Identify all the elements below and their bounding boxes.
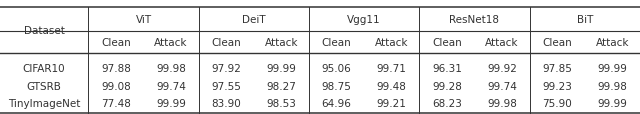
Text: 99.98: 99.98 [156, 63, 186, 73]
Text: 99.08: 99.08 [101, 81, 131, 91]
Text: Attack: Attack [154, 38, 188, 48]
Text: 97.85: 97.85 [542, 63, 572, 73]
Text: Clean: Clean [432, 38, 462, 48]
Text: 99.28: 99.28 [432, 81, 462, 91]
Text: 99.23: 99.23 [542, 81, 572, 91]
Text: 95.06: 95.06 [322, 63, 351, 73]
Text: Clean: Clean [101, 38, 131, 48]
Text: 99.21: 99.21 [377, 98, 406, 108]
Text: Clean: Clean [322, 38, 351, 48]
Text: 99.99: 99.99 [266, 63, 296, 73]
Text: 99.98: 99.98 [487, 98, 517, 108]
Text: Attack: Attack [485, 38, 519, 48]
Text: Attack: Attack [596, 38, 629, 48]
Text: TinyImageNet: TinyImageNet [8, 98, 81, 108]
Text: 96.31: 96.31 [432, 63, 462, 73]
Text: 99.74: 99.74 [487, 81, 517, 91]
Text: Dataset: Dataset [24, 26, 65, 36]
Text: 98.27: 98.27 [266, 81, 296, 91]
Text: 98.53: 98.53 [266, 98, 296, 108]
Text: DeiT: DeiT [242, 15, 266, 25]
Text: 99.98: 99.98 [598, 81, 627, 91]
Text: 99.99: 99.99 [598, 98, 627, 108]
Text: 83.90: 83.90 [211, 98, 241, 108]
Text: Attack: Attack [375, 38, 408, 48]
Text: 99.99: 99.99 [598, 63, 627, 73]
Text: 99.71: 99.71 [377, 63, 406, 73]
Text: 97.55: 97.55 [211, 81, 241, 91]
Text: 98.75: 98.75 [322, 81, 351, 91]
Text: 64.96: 64.96 [322, 98, 351, 108]
Text: Vgg11: Vgg11 [348, 15, 381, 25]
Text: 75.90: 75.90 [542, 98, 572, 108]
Text: ViT: ViT [136, 15, 152, 25]
Text: GTSRB: GTSRB [27, 81, 61, 91]
Text: 77.48: 77.48 [101, 98, 131, 108]
Text: 68.23: 68.23 [432, 98, 462, 108]
Text: ResNet18: ResNet18 [449, 15, 499, 25]
Text: 97.92: 97.92 [211, 63, 241, 73]
Text: Clean: Clean [542, 38, 572, 48]
Text: 99.74: 99.74 [156, 81, 186, 91]
Text: 99.92: 99.92 [487, 63, 517, 73]
Text: CIFAR10: CIFAR10 [23, 63, 65, 73]
Text: Attack: Attack [265, 38, 298, 48]
Text: 99.48: 99.48 [377, 81, 406, 91]
Text: BiT: BiT [577, 15, 593, 25]
Text: Clean: Clean [211, 38, 241, 48]
Text: 97.88: 97.88 [101, 63, 131, 73]
Text: 99.99: 99.99 [156, 98, 186, 108]
